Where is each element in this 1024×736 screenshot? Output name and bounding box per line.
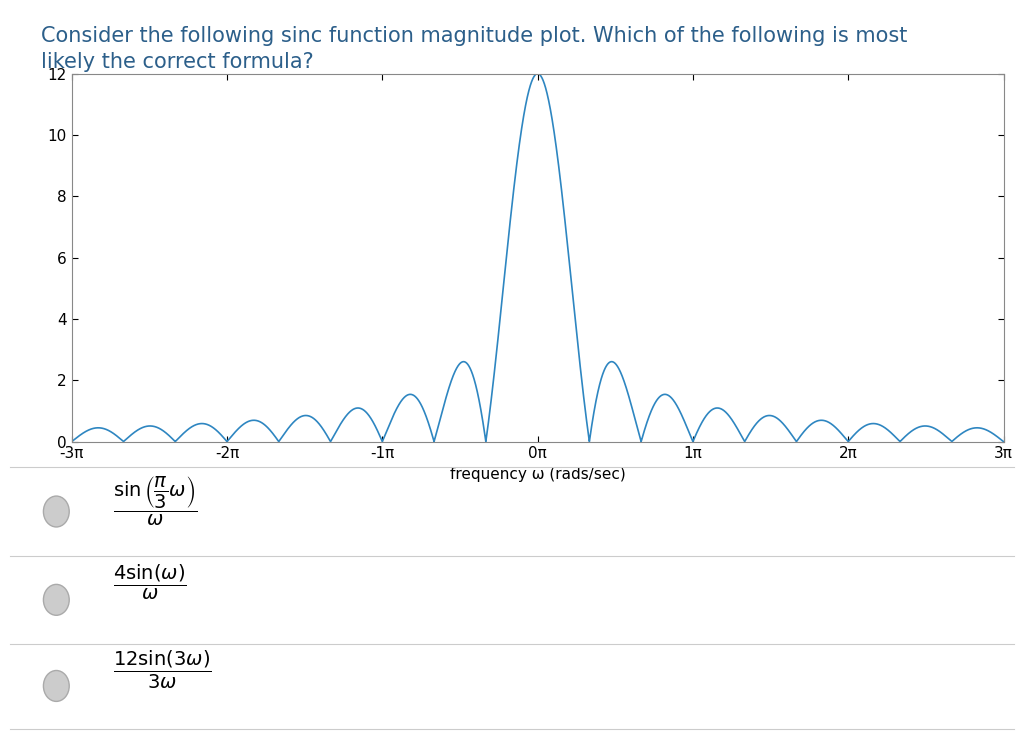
Text: Consider the following sinc function magnitude plot. Which of the following is m: Consider the following sinc function mag… xyxy=(41,26,907,46)
Circle shape xyxy=(43,496,70,527)
Text: $\dfrac{4\sin(\omega)}{\omega}$: $\dfrac{4\sin(\omega)}{\omega}$ xyxy=(113,563,186,602)
Text: $\dfrac{\sin\left(\dfrac{\pi}{3}\omega\right)}{\omega}$: $\dfrac{\sin\left(\dfrac{\pi}{3}\omega\r… xyxy=(113,475,197,528)
Text: $\dfrac{12\sin(3\omega)}{3\omega}$: $\dfrac{12\sin(3\omega)}{3\omega}$ xyxy=(113,649,211,691)
Text: likely the correct formula?: likely the correct formula? xyxy=(41,52,313,71)
Circle shape xyxy=(43,584,70,615)
Circle shape xyxy=(43,670,70,701)
X-axis label: frequency ω (rads/sec): frequency ω (rads/sec) xyxy=(450,467,626,482)
